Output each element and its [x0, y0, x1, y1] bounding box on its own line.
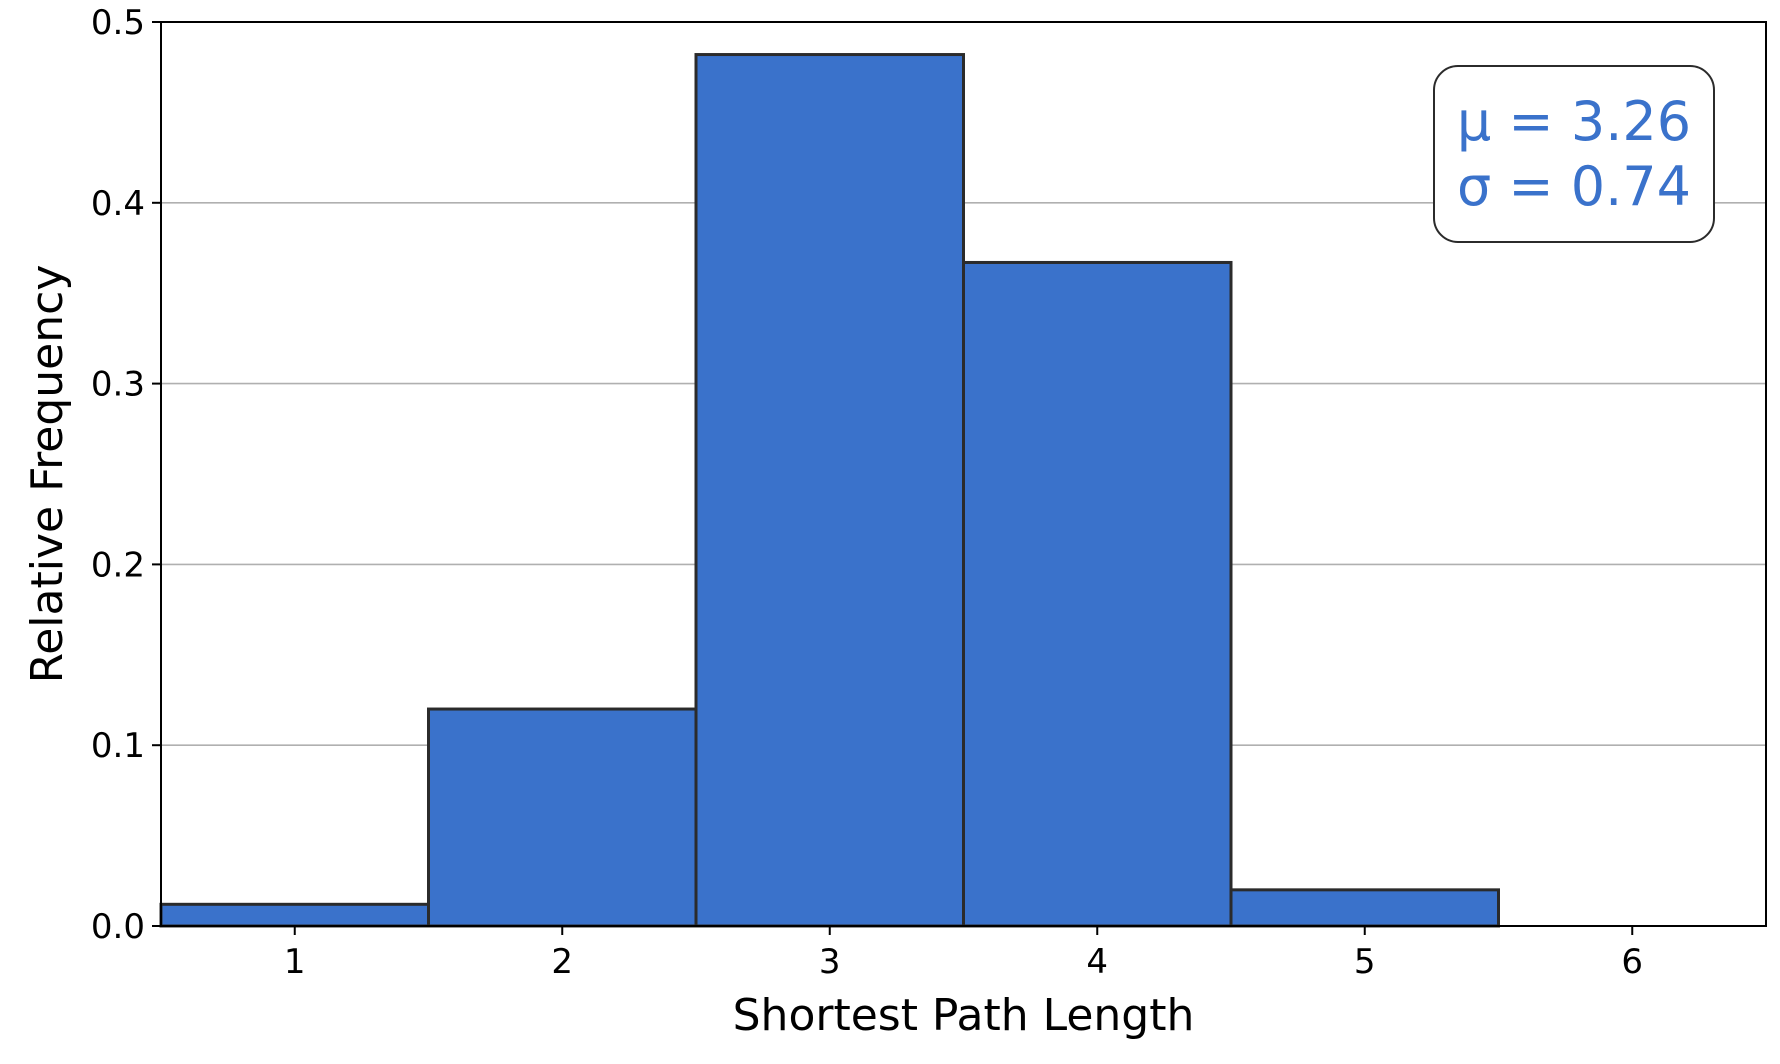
- y-axis: 0.0 0.1 0.2 0.3 0.4 0.5: [91, 3, 161, 947]
- y-tick-label: 0.4: [91, 184, 145, 224]
- std-annotation: σ = 0.74: [1457, 155, 1691, 218]
- x-tick-label: 2: [551, 942, 573, 982]
- x-tick-label: 6: [1621, 942, 1643, 982]
- stats-annotation-box: μ = 3.26 σ = 0.74: [1433, 65, 1715, 243]
- histogram-bar: [1229, 888, 1500, 928]
- y-axis-label: Relative Frequency: [22, 265, 73, 684]
- x-axis: 1 2 3 4 5 6: [284, 926, 1643, 982]
- x-axis-label: Shortest Path Length: [733, 990, 1195, 1041]
- histogram-bar: [159, 902, 430, 928]
- mean-annotation: μ = 3.26: [1457, 90, 1691, 153]
- plot-frame: [160, 21, 1767, 927]
- x-tick-label: 5: [1354, 942, 1376, 982]
- y-tick-label: 0.2: [91, 545, 145, 585]
- x-tick-label: 4: [1086, 942, 1108, 982]
- bars-layer: [159, 53, 1500, 928]
- histogram-bar: [694, 53, 965, 928]
- y-tick-label: 0.0: [91, 907, 145, 947]
- stats-box-frame: [1433, 65, 1715, 243]
- histogram-bar: [962, 260, 1233, 928]
- y-tick-label: 0.3: [91, 365, 145, 405]
- x-tick-label: 1: [284, 942, 306, 982]
- x-tick-label: 3: [819, 942, 841, 982]
- y-tick-label: 0.1: [91, 726, 145, 766]
- histogram-bar: [427, 707, 698, 928]
- y-tick-label: 0.5: [91, 3, 145, 43]
